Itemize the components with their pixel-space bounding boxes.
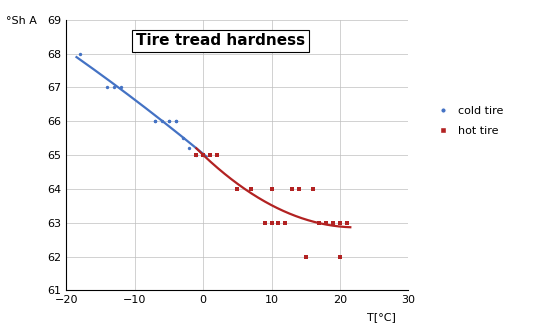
Point	[116, 85, 125, 90]
Point	[295, 186, 304, 192]
Point	[336, 220, 344, 225]
X-axis label: T[°C]: T[°C]	[367, 312, 396, 322]
Point	[247, 186, 256, 192]
Point	[261, 220, 269, 225]
Point	[178, 136, 187, 141]
Point	[213, 152, 221, 158]
Point	[342, 220, 351, 225]
Point	[151, 119, 160, 124]
Point	[329, 220, 338, 225]
Point	[281, 220, 290, 225]
Point	[205, 152, 214, 158]
Point	[199, 152, 208, 158]
Point	[315, 220, 324, 225]
Point	[192, 152, 201, 158]
Point	[171, 119, 180, 124]
Point	[76, 51, 84, 56]
Point	[274, 220, 283, 225]
Text: Tire tread hardness: Tire tread hardness	[136, 33, 305, 48]
Point	[110, 85, 119, 90]
Point	[288, 186, 296, 192]
Point	[199, 152, 208, 158]
Point	[164, 119, 173, 124]
Point	[151, 119, 160, 124]
Point	[233, 186, 242, 192]
Point	[308, 186, 317, 192]
Point	[267, 186, 276, 192]
Point	[342, 220, 351, 225]
Point	[103, 85, 112, 90]
Text: °Sh A: °Sh A	[6, 16, 36, 26]
Legend: cold tire, hot tire: cold tire, hot tire	[428, 101, 507, 140]
Point	[164, 119, 173, 124]
Point	[301, 254, 310, 259]
Point	[192, 152, 201, 158]
Point	[336, 254, 344, 259]
Point	[158, 119, 167, 124]
Point	[322, 220, 331, 225]
Point	[171, 119, 180, 124]
Point	[185, 146, 194, 151]
Point	[267, 220, 276, 225]
